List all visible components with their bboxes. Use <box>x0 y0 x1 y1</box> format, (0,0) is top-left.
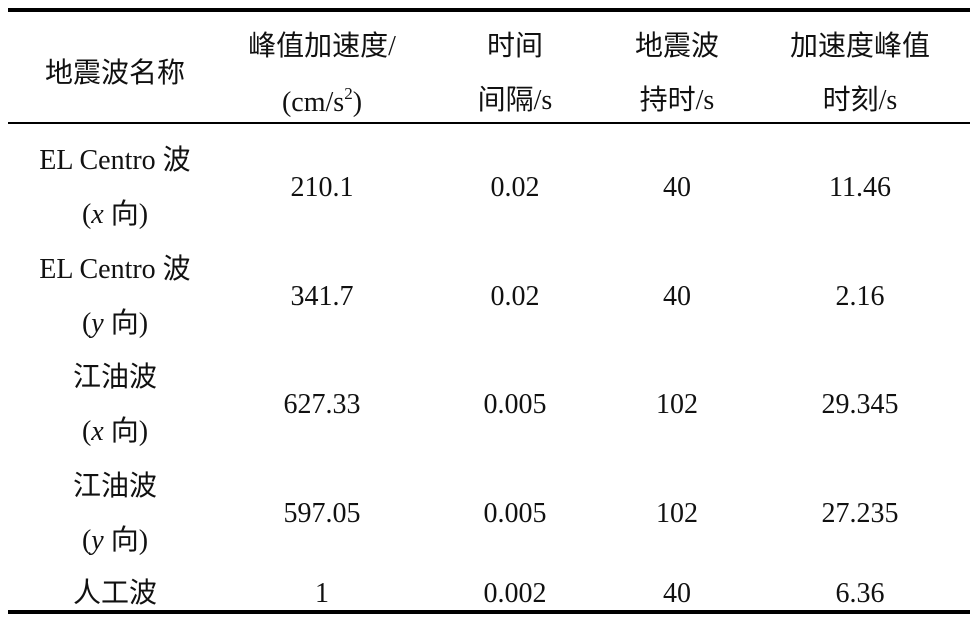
header-cell-text: 时刻/s <box>822 85 898 116</box>
header-cell-text: (cm/s <box>281 87 345 118</box>
header-cell-line: (cm/s2) <box>282 85 362 117</box>
name-cell-line: (x 向) <box>82 201 148 229</box>
header-cell-text: 加速度峰值 <box>789 31 931 62</box>
name-cell-text: 江油波 <box>72 471 158 502</box>
value-cell: 627.33 <box>283 389 361 420</box>
name-cell-text: y <box>91 308 104 339</box>
name-cell-line: (y 向) <box>82 527 148 555</box>
header-cell-line: 峰值加速度/ <box>248 33 396 61</box>
name-cell-text: EL Centro 波 <box>39 254 191 285</box>
value-cell: 597.05 <box>283 498 361 529</box>
header-cell-text: 地震波 <box>634 31 720 62</box>
value-cell: 0.005 <box>483 498 547 529</box>
name-cell-text: x <box>91 199 104 230</box>
value-cell: 40 <box>663 281 691 312</box>
header-cell-text: ) <box>352 87 363 118</box>
value-cell: 1 <box>315 578 329 609</box>
name-cell-line: (y 向) <box>82 310 148 338</box>
value-cell: 341.7 <box>290 281 354 312</box>
value-cell: 40 <box>663 172 691 203</box>
top-rule <box>8 8 970 12</box>
header-cell-line: 时刻/s <box>823 87 898 115</box>
value-cell: 0.005 <box>483 389 547 420</box>
name-cell-text: x <box>91 416 104 447</box>
value-cell: 40 <box>663 578 691 609</box>
value-cell: 11.46 <box>829 172 891 203</box>
name-cell-line: 人工波 <box>73 580 157 608</box>
name-cell-text: 向) <box>103 308 149 339</box>
header-cell-text: 地震波名称 <box>44 58 186 89</box>
bottom-rule <box>8 610 970 614</box>
header-cell-text: 持时/s <box>639 85 715 116</box>
name-cell-text: ( <box>81 308 92 339</box>
value-cell: 0.002 <box>483 578 547 609</box>
value-cell: 210.1 <box>290 172 354 203</box>
value-cell: 6.36 <box>835 578 885 609</box>
header-cell-text: 间隔/s <box>477 85 553 116</box>
header-cell-line: 加速度峰值 <box>790 33 930 61</box>
name-cell-text: 江油波 <box>72 362 158 393</box>
name-cell-text: 向) <box>103 199 149 230</box>
header-cell-line: 间隔/s <box>478 87 553 115</box>
name-cell-line: EL Centro 波 <box>39 256 190 284</box>
name-cell-line: 江油波 <box>73 364 157 392</box>
name-cell-line: 江油波 <box>73 473 157 501</box>
header-cell-line: 持时/s <box>640 87 715 115</box>
name-cell-line: (x 向) <box>82 418 148 446</box>
name-cell-text: y <box>91 525 104 556</box>
name-cell-line: EL Centro 波 <box>39 147 190 175</box>
name-cell-text: 向) <box>103 416 149 447</box>
name-cell-text: ( <box>81 199 92 230</box>
header-cell-text: 2 <box>344 84 353 103</box>
name-cell-text: ( <box>81 525 92 556</box>
value-cell: 0.02 <box>490 172 540 203</box>
value-cell: 102 <box>656 498 698 529</box>
header-cell-text: 峰值加速度/ <box>248 31 396 62</box>
name-cell-text: 向) <box>103 525 149 556</box>
name-cell-text: 人工波 <box>72 578 158 609</box>
value-cell: 2.16 <box>835 281 885 312</box>
value-cell: 29.345 <box>821 389 899 420</box>
header-cell-line: 时间 <box>487 33 543 61</box>
value-cell: 27.235 <box>821 498 899 529</box>
name-cell-text: ( <box>81 416 92 447</box>
header-cell-text: 时间 <box>486 31 544 62</box>
value-cell: 0.02 <box>490 281 540 312</box>
header-rule <box>8 122 970 124</box>
name-cell-text: EL Centro 波 <box>39 145 191 176</box>
header-cell-line: 地震波名称 <box>45 60 185 88</box>
header-cell-line: 地震波 <box>635 33 719 61</box>
value-cell: 102 <box>656 389 698 420</box>
